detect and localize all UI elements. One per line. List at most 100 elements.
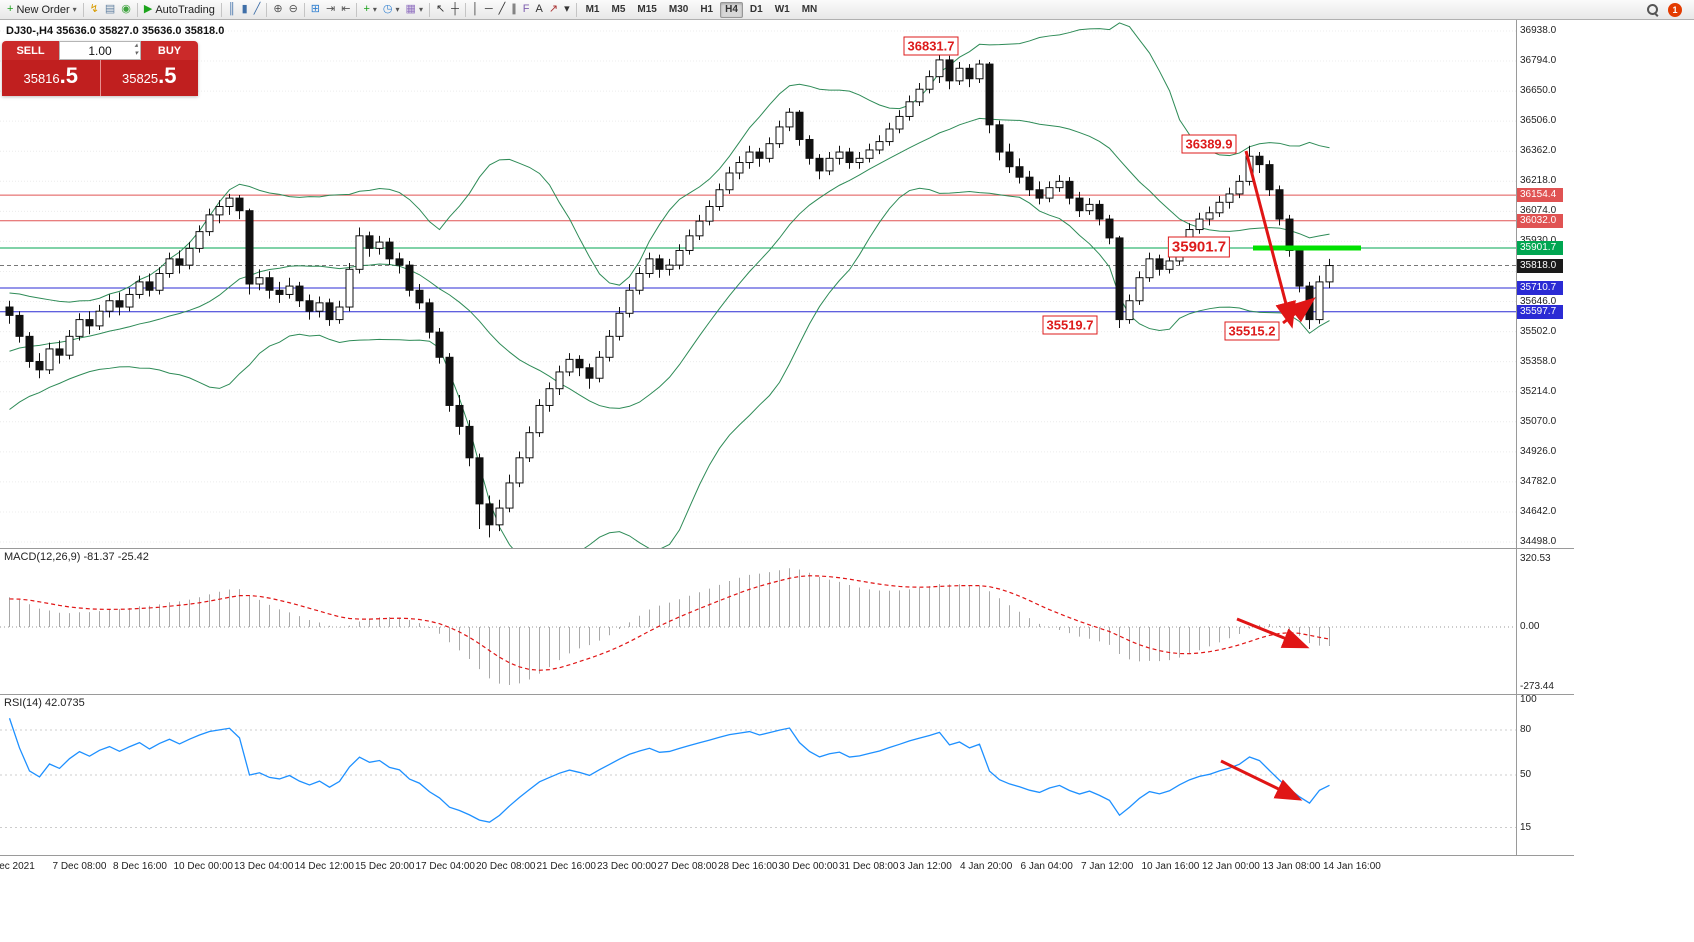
rsi-label: RSI(14) 42.0735 <box>4 697 85 709</box>
timeframe-m1[interactable]: M1 <box>585 4 600 15</box>
fibonacci-icon[interactable]: F <box>520 1 533 18</box>
volume-input[interactable]: 1.00 ▴ ▾ <box>59 41 141 60</box>
metaeditor-icon-glyph: ↯ <box>89 3 99 15</box>
tile-windows-icon[interactable]: ⊞ <box>308 1 323 18</box>
buy-button[interactable]: BUY <box>141 41 198 60</box>
rsi-indicator-panel[interactable] <box>0 695 1516 855</box>
time-axis-label: 3 Jan 12:00 <box>899 861 952 872</box>
price-line-tag: 35710.7 <box>1517 281 1563 296</box>
notification-badge[interactable]: 1 <box>1668 2 1682 17</box>
timeframe-m30[interactable]: M30 <box>668 4 689 15</box>
periods-button-glyph: ◷ <box>382 3 393 15</box>
zoom-in-icon[interactable]: ⊕ <box>270 1 285 18</box>
timeframe-h4[interactable]: H4 <box>720 1 743 18</box>
horizontal-line-icon[interactable]: ─ <box>482 1 496 18</box>
time-axis-label: 17 Dec 04:00 <box>415 861 476 872</box>
alerts-icon[interactable]: ◉ <box>118 1 134 18</box>
time-axis-label: 13 Jan 08:00 <box>1262 861 1321 872</box>
macd-canvas[interactable] <box>0 549 1516 694</box>
candlestick-chart-icon[interactable]: ▮ <box>239 1 251 18</box>
symbol-ohlc-readout: DJ30-,H4 35636.0 35827.0 35636.0 35818.0 <box>6 25 225 37</box>
price-line-tag: 35818.0 <box>1517 258 1563 273</box>
chart-shift-icon[interactable]: ⇤ <box>338 1 353 18</box>
zoom-out-icon[interactable]: ⊖ <box>286 1 301 18</box>
chart-shift-icon-glyph: ⇤ <box>341 3 351 15</box>
price-chart-canvas[interactable] <box>0 20 1516 569</box>
print-icon[interactable]: ▤ <box>102 1 118 18</box>
price-scale-label: 35358.0 <box>1520 355 1557 367</box>
auto-scroll-icon[interactable]: ⇥ <box>323 1 338 18</box>
price-scale-label: 34782.0 <box>1520 475 1557 487</box>
line-chart-icon[interactable]: ╱ <box>251 1 264 18</box>
annotation-price-callout: 35515.2 <box>1224 321 1280 341</box>
toolbar-separator <box>356 2 358 17</box>
sell-button[interactable]: SELL <box>2 41 59 60</box>
one-click-trading-panel: SELL 1.00 ▴ ▾ BUY 35816 .5 35825 .5 <box>2 41 198 96</box>
timeframe-m15[interactable]: M15 <box>637 4 657 15</box>
buy-price[interactable]: 35825 .5 <box>99 60 198 96</box>
bar-chart-icon[interactable]: ║ <box>225 1 239 18</box>
buy-price-frac: .5 <box>158 63 177 88</box>
price-scale-label: 36650.0 <box>1520 85 1557 97</box>
macd-label: MACD(12,26,9) -81.37 -25.42 <box>4 551 149 563</box>
annotation-price-callout: 36831.7 <box>903 36 959 56</box>
periods-button[interactable]: ◷ ▾ <box>380 1 403 18</box>
price-scale-label: 36074.0 <box>1520 205 1557 217</box>
cursor-icon[interactable]: ↖ <box>433 1 448 18</box>
templates-button-glyph: ▦ <box>405 3 416 15</box>
price-scale-label: 36794.0 <box>1520 55 1557 67</box>
timeframe-w1[interactable]: W1 <box>774 4 790 15</box>
price-line-tag: 36032.0 <box>1517 213 1563 228</box>
time-axis-label: 6 Jan 04:00 <box>1020 861 1073 872</box>
price-line-tag: 35901.7 <box>1517 241 1563 256</box>
channel-icon[interactable]: ∥ <box>508 1 520 18</box>
autotrading-button[interactable]: ▶ AutoTrading <box>141 1 218 18</box>
price-scale-label: 35646.0 <box>1520 295 1557 307</box>
time-axis-label: 30 Dec 00:00 <box>778 861 839 872</box>
vertical-line-icon[interactable]: │ <box>469 1 482 18</box>
time-axis[interactable]: Dec 2021 7 Dec 08:00 8 Dec 16:00 10 Dec 00:… <box>0 856 1574 878</box>
volume-value: 1.00 <box>88 43 112 58</box>
price-scale[interactable]: 36938.0 36794.0 36650.0 36506.0 36362.0 36218… <box>1516 20 1574 856</box>
auto-scroll-icon-glyph: ⇥ <box>326 3 336 15</box>
search-icon[interactable] <box>1646 3 1659 16</box>
panel-divider[interactable] <box>0 548 1574 549</box>
rsi-scale-label: 50 <box>1520 769 1532 780</box>
trendline-icon[interactable]: ╱ <box>496 1 509 18</box>
macd-indicator-panel[interactable] <box>0 549 1516 694</box>
print-icon-glyph: ▤ <box>104 3 116 15</box>
price-line-tag: 35597.7 <box>1517 304 1563 319</box>
cursor-icon-glyph: ↖ <box>435 3 446 15</box>
sell-price-main: 35816 <box>23 71 60 86</box>
timeframe-mn[interactable]: MN <box>801 4 818 15</box>
text-icon[interactable]: A <box>533 1 546 18</box>
zoom-in-icon-glyph: ⊕ <box>273 3 283 15</box>
indicators-button-caret: ▾ <box>372 5 377 14</box>
crosshair-icon[interactable]: ┼ <box>448 1 462 18</box>
indicators-button[interactable]: + ▾ <box>360 1 379 18</box>
rsi-canvas[interactable] <box>0 695 1516 855</box>
templates-button[interactable]: ▦ ▾ <box>403 1 426 18</box>
volume-stepper[interactable]: ▴ ▾ <box>134 42 138 57</box>
time-axis-label: 13 Dec 04:00 <box>234 861 294 872</box>
line-chart-icon-glyph: ╱ <box>253 3 261 15</box>
main-chart-panel[interactable]: 36831.7 36389.9 35901.7 35519.7 35515.2 <box>0 20 1516 569</box>
arrow-object-icon[interactable]: ↗ <box>546 1 561 18</box>
new-order-button[interactable]: + New Order ▾ <box>4 1 80 18</box>
timeframe-d1[interactable]: D1 <box>749 4 763 15</box>
time-axis-label: 27 Dec 08:00 <box>657 861 718 872</box>
panel-divider[interactable] <box>0 694 1574 695</box>
macd-scale-label: 0.00 <box>1520 621 1540 632</box>
time-axis-label: 23 Dec 00:00 <box>597 861 657 872</box>
time-axis-label: 7 Dec 08:00 <box>52 861 107 872</box>
timeframe-m5[interactable]: M5 <box>611 4 626 15</box>
time-axis-label: 21 Dec 16:00 <box>536 861 597 872</box>
shapes-menu-caret[interactable]: ▾ <box>561 1 573 18</box>
periods-button-caret: ▾ <box>395 5 400 14</box>
panel-divider[interactable] <box>0 855 1574 856</box>
metaeditor-icon[interactable]: ↯ <box>87 1 102 18</box>
timeframe-h1[interactable]: H1 <box>700 4 714 15</box>
sell-price[interactable]: 35816 .5 <box>2 60 100 96</box>
sell-price-frac: .5 <box>59 63 78 88</box>
price-scale-label: 35214.0 <box>1520 385 1557 397</box>
